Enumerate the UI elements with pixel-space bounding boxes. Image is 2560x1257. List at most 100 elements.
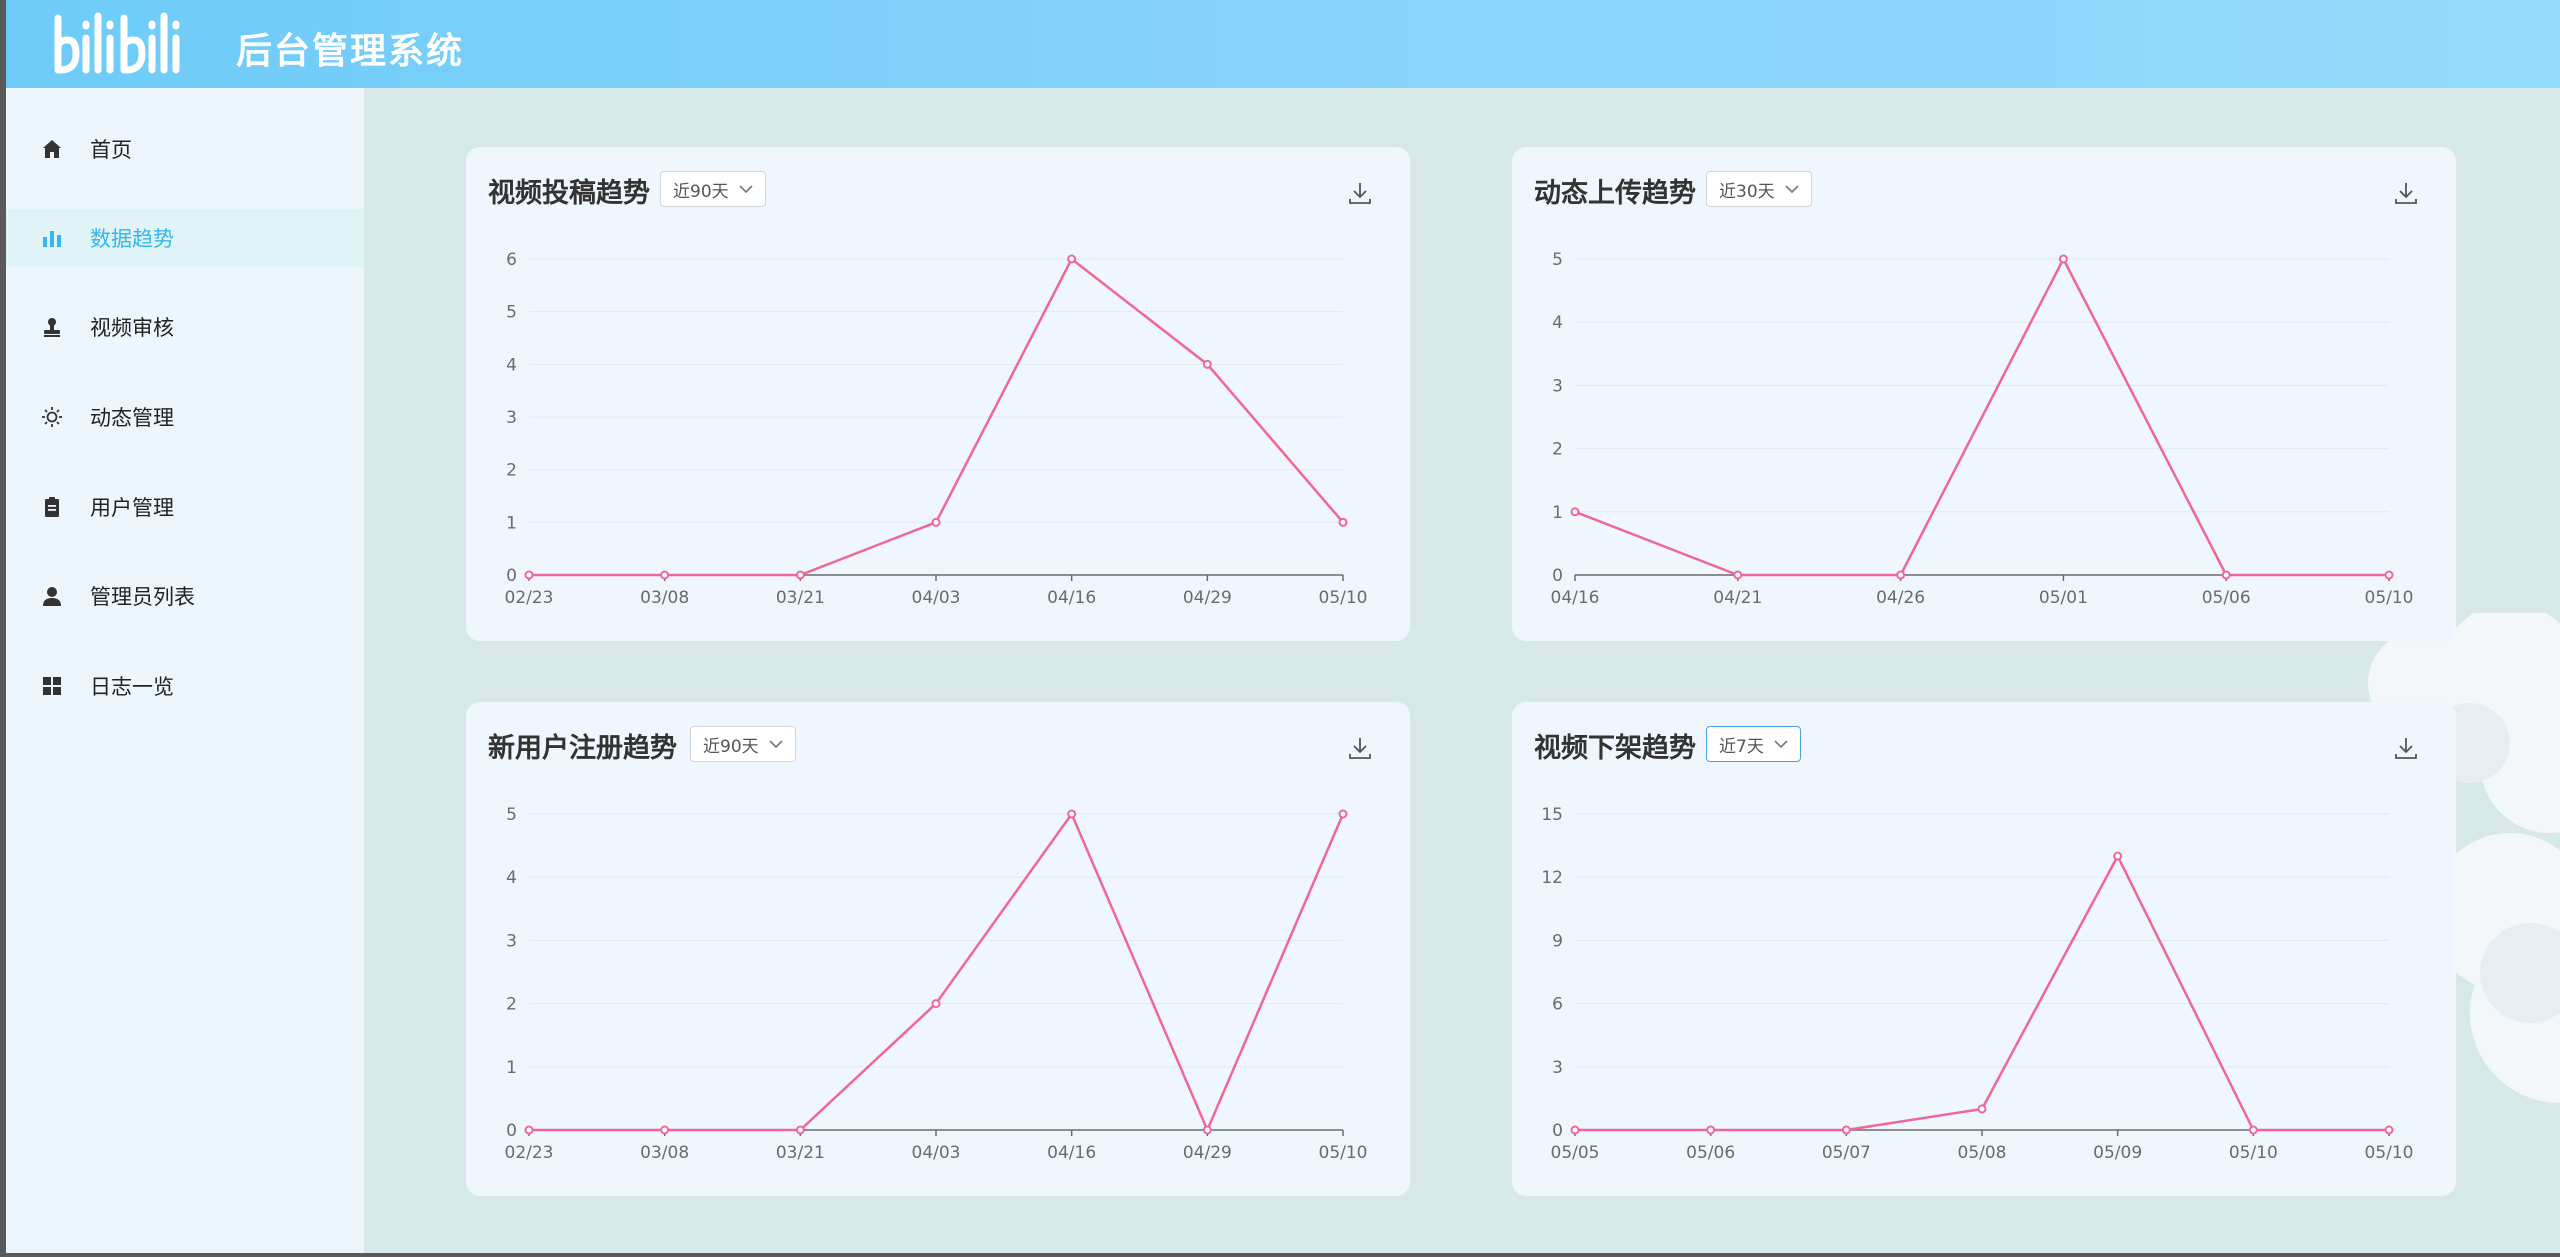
range-select[interactable]: 近90天: [660, 171, 766, 207]
sidebar-item-label: 用户管理: [90, 496, 174, 520]
sidebar-item-dynamic-management[interactable]: 动态管理: [6, 388, 364, 446]
y-tick-label: 4: [506, 355, 517, 375]
top-header: 后台管理系统: [6, 0, 2560, 88]
data-point: [2221, 570, 2231, 580]
data-point: [1067, 254, 1077, 264]
series-line: [529, 811, 1345, 1134]
sun-icon: [40, 405, 64, 429]
home-icon: [40, 137, 64, 161]
download-icon[interactable]: [1346, 734, 1374, 762]
range-select-value: 近90天: [703, 736, 759, 757]
data-point: [1570, 1125, 1580, 1135]
sidebar: 首页 数据趋势 视频审核 动态管理 用户管理: [6, 88, 364, 1253]
cloud-decoration: [2368, 613, 2560, 1103]
range-select[interactable]: 近7天: [1706, 726, 1801, 762]
x-tick-label: 03/21: [776, 1143, 825, 1163]
sidebar-item-label: 数据趋势: [90, 227, 174, 251]
x-tick-label: 04/16: [1047, 588, 1096, 608]
data-point: [2058, 254, 2068, 264]
y-tick-label: 3: [506, 931, 517, 951]
data-point: [1706, 1125, 1716, 1135]
y-tick-label: 2: [506, 461, 517, 481]
card-title: 新用户注册趋势: [488, 733, 677, 764]
data-point: [795, 570, 805, 580]
x-tick-label: 05/08: [1958, 1143, 2007, 1163]
range-select-value: 近90天: [673, 181, 729, 202]
sidebar-item-label: 管理员列表: [90, 585, 195, 609]
y-tick-label: 0: [1552, 1121, 1563, 1141]
chevron-down-icon: [1785, 185, 1799, 194]
bilibili-logo[interactable]: [46, 8, 206, 80]
sidebar-item-user-management[interactable]: 用户管理: [6, 478, 364, 536]
y-tick-label: 6: [506, 250, 517, 270]
user-icon: [40, 584, 64, 608]
card-title: 动态上传趋势: [1534, 178, 1696, 209]
data-point: [2384, 1125, 2394, 1135]
x-tick-label: 05/10: [1319, 588, 1368, 608]
range-select[interactable]: 近90天: [690, 726, 796, 762]
data-point: [1733, 570, 1743, 580]
app-window: 后台管理系统 首页 数据趋势 视频审核 动态管理: [6, 0, 2560, 1253]
data-point: [1841, 1125, 1851, 1135]
data-point: [1338, 809, 1348, 819]
x-tick-label: 05/06: [2202, 588, 2251, 608]
card-title: 视频投稿趋势: [488, 178, 650, 209]
y-tick-label: 9: [1552, 931, 1563, 951]
sidebar-item-video-review[interactable]: 视频审核: [6, 298, 364, 356]
x-tick-label: 05/01: [2039, 588, 2088, 608]
data-point: [1338, 517, 1348, 527]
data-point: [931, 517, 941, 527]
data-point: [1896, 570, 1906, 580]
series-line: [1575, 853, 2389, 1132]
x-tick-label: 04/16: [1047, 1143, 1096, 1163]
data-point: [1202, 359, 1212, 369]
x-tick-label: 04/26: [1876, 588, 1925, 608]
x-tick-label: 03/21: [776, 588, 825, 608]
sidebar-item-logs[interactable]: 日志一览: [6, 657, 364, 715]
y-tick-label: 1: [506, 513, 517, 533]
sidebar-item-home[interactable]: 首页: [6, 120, 364, 178]
x-tick-label: 05/09: [2093, 1143, 2142, 1163]
x-tick-label: 04/29: [1183, 1143, 1232, 1163]
data-point: [2113, 851, 2123, 861]
chart-card-video-takedowns: 视频下架趋势 近7天 0 3 6 9 12 15 05/05 05/06 05/07 05/08 0…: [1512, 702, 2456, 1196]
line-chart: 0 1 2 3 4 5 6 02/23 03/08 03/21 04/03 04/16 04/29 05/…: [505, 250, 1368, 608]
download-icon[interactable]: [1346, 179, 1374, 207]
sidebar-item-admin-list[interactable]: 管理员列表: [6, 567, 364, 625]
card-title: 视频下架趋势: [1534, 733, 1696, 764]
x-tick-label: 05/10: [2229, 1143, 2278, 1163]
sidebar-item-data-trends[interactable]: 数据趋势: [6, 209, 364, 267]
data-point: [2248, 1125, 2258, 1135]
x-tick-label: 05/10: [2365, 1143, 2414, 1163]
data-point: [524, 570, 534, 580]
line-chart: 0 1 2 3 4 5 02/23 03/08 03/21 04/03 04/16 04/29 05/1…: [505, 805, 1368, 1163]
y-tick-label: 5: [506, 805, 517, 825]
x-tick-label: 04/21: [1713, 588, 1762, 608]
sidebar-item-label: 日志一览: [90, 675, 174, 699]
clipboard-icon: [40, 495, 64, 519]
data-point: [2384, 570, 2394, 580]
x-tick-label: 04/29: [1183, 588, 1232, 608]
sidebar-item-label: 动态管理: [90, 406, 174, 430]
data-point: [931, 999, 941, 1009]
data-point: [1067, 809, 1077, 819]
y-tick-label: 3: [1552, 376, 1563, 396]
line-chart: 0 1 2 3 4 5 04/16 04/21 04/26 05/01 05/06 05/10: [1551, 250, 2414, 608]
series-line: [1574, 256, 2389, 577]
data-point: [524, 1125, 534, 1135]
y-tick-label: 2: [1552, 440, 1563, 460]
x-tick-label: 04/03: [912, 1143, 961, 1163]
x-tick-label: 04/03: [912, 588, 961, 608]
line-chart: 0 3 6 9 12 15 05/05 05/06 05/07 05/08 05/09 05/10 05…: [1541, 805, 2414, 1163]
x-tick-label: 02/23: [505, 588, 554, 608]
y-tick-label: 12: [1541, 868, 1563, 888]
data-point: [1570, 507, 1580, 517]
x-tick-label: 04/16: [1551, 588, 1600, 608]
download-icon[interactable]: [2392, 179, 2420, 207]
x-tick-label: 05/05: [1551, 1143, 1600, 1163]
download-icon[interactable]: [2392, 734, 2420, 762]
y-tick-label: 6: [1552, 995, 1563, 1015]
y-tick-label: 1: [506, 1058, 517, 1078]
range-select[interactable]: 近30天: [1706, 171, 1812, 207]
chevron-down-icon: [739, 185, 753, 194]
